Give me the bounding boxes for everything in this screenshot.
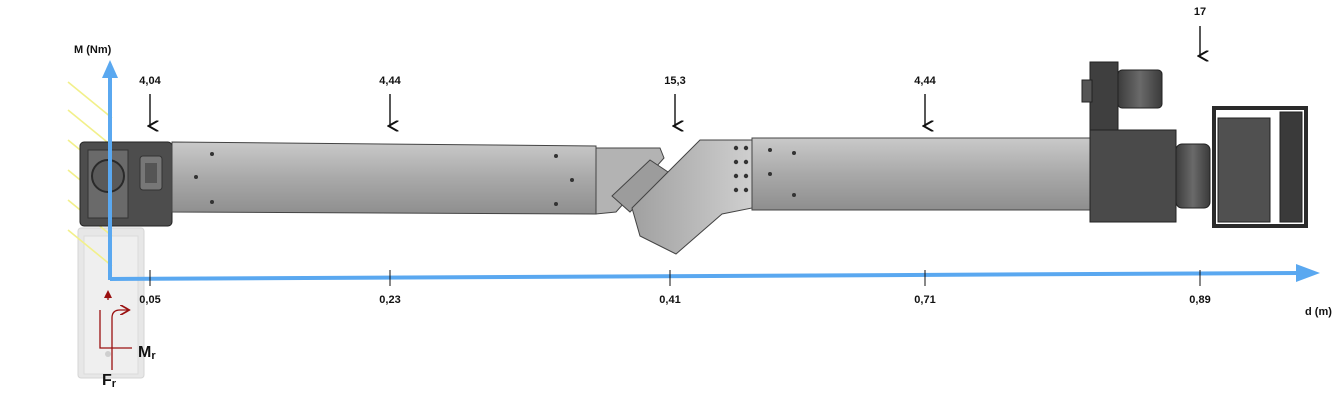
force-reaction-label: Fr bbox=[102, 372, 117, 390]
y-axis-label: M (Nm) bbox=[74, 44, 112, 56]
load-value: 4,04 bbox=[139, 75, 161, 87]
load-value: 4,44 bbox=[914, 75, 936, 87]
load-value: 17 bbox=[1194, 6, 1206, 18]
load-2: 15,3 0,41 bbox=[659, 75, 685, 306]
shoulder-joint bbox=[79, 141, 173, 227]
distance-value: 0,89 bbox=[1189, 294, 1210, 306]
x-axis: d (m) bbox=[109, 264, 1332, 318]
distance-value: 0,05 bbox=[139, 294, 160, 306]
distance-value: 0,23 bbox=[379, 294, 400, 306]
wrist-gripper bbox=[1081, 61, 1308, 228]
elbow-joint bbox=[595, 139, 753, 255]
moment-reaction-label: Mr bbox=[138, 344, 156, 362]
load-value: 4,44 bbox=[379, 75, 401, 87]
x-axis-label: d (m) bbox=[1305, 306, 1332, 318]
forearm-link bbox=[751, 137, 1093, 211]
upper-arm-link bbox=[171, 141, 597, 215]
load-value: 15,3 bbox=[664, 75, 685, 87]
distance-value: 0,41 bbox=[659, 294, 680, 306]
y-axis: M (Nm) bbox=[74, 44, 118, 280]
distance-value: 0,71 bbox=[914, 294, 935, 306]
reaction-force-moment: Mr Fr bbox=[99, 290, 156, 390]
load-0: 4,04 0,05 bbox=[139, 75, 161, 306]
load-4: 17 0,89 bbox=[1189, 6, 1210, 306]
load-3: 4,44 0,71 bbox=[914, 75, 936, 306]
load-1: 4,44 0,23 bbox=[379, 75, 401, 306]
